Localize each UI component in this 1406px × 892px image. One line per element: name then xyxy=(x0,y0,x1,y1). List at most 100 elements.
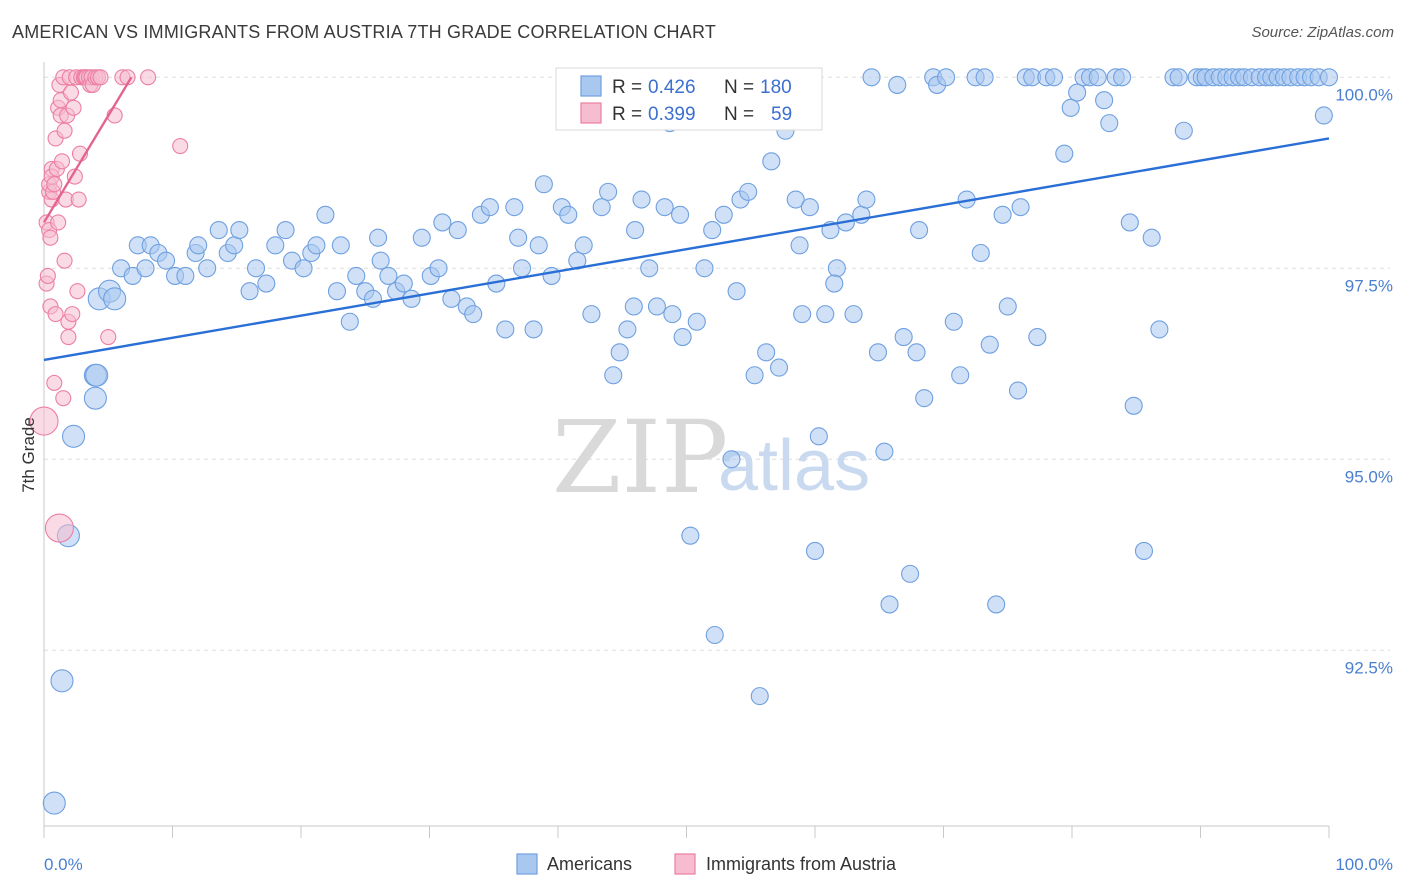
data-point-americans xyxy=(1124,396,1143,415)
data-point-austria xyxy=(46,176,63,193)
stats-r-value-americans: 0.426 xyxy=(648,77,696,98)
stats-legend: R = 0.426 N = 180 R = 0.399 N = 59 xyxy=(555,67,823,131)
data-point-americans xyxy=(1044,68,1064,87)
data-point-americans xyxy=(157,251,176,270)
data-point-americans xyxy=(316,205,335,224)
austria-points xyxy=(29,69,189,543)
axes xyxy=(43,62,1330,838)
data-point-americans xyxy=(604,366,623,385)
data-point-americans xyxy=(610,343,629,362)
y-tick-label: 97.5% xyxy=(1345,276,1393,295)
data-point-austria xyxy=(64,306,81,323)
data-point-americans xyxy=(394,274,413,293)
data-point-americans xyxy=(1061,98,1080,117)
x-tick-label: 0.0% xyxy=(44,855,83,874)
data-point-americans xyxy=(875,442,894,461)
data-point-americans xyxy=(136,259,155,278)
data-point-americans xyxy=(1055,144,1074,163)
data-point-americans xyxy=(529,236,548,255)
data-point-americans xyxy=(703,221,722,240)
y-axis-label: 7th Grade xyxy=(19,417,38,493)
data-point-americans xyxy=(294,259,313,278)
data-point-americans xyxy=(750,687,769,706)
stats-swatch-austria xyxy=(580,102,602,124)
chart-title: AMERICAN VS IMMIGRANTS FROM AUSTRIA 7TH … xyxy=(12,22,717,42)
data-point-americans xyxy=(647,297,666,316)
data-point-americans xyxy=(1134,541,1154,561)
y-tick-labels: 92.5% 95.0% 97.5% 100.0% xyxy=(1335,85,1393,677)
data-point-americans xyxy=(347,266,366,285)
data-point-austria xyxy=(65,99,82,116)
data-point-americans xyxy=(464,305,483,324)
trend-lines xyxy=(42,76,1330,362)
legend-label-americans: Americans xyxy=(547,854,632,874)
data-point-americans xyxy=(998,297,1017,316)
data-point-americans xyxy=(340,312,359,331)
data-point-americans xyxy=(862,68,881,87)
data-point-americans xyxy=(1169,68,1188,87)
data-point-americans xyxy=(442,289,461,308)
data-point-americans xyxy=(951,366,970,385)
data-point-americans xyxy=(429,259,448,278)
data-point-austria xyxy=(140,69,157,86)
data-point-americans xyxy=(1314,106,1333,125)
legend-label-austria: Immigrants from Austria xyxy=(706,854,897,874)
data-point-americans xyxy=(83,386,107,410)
data-point-americans xyxy=(559,205,578,224)
stats-swatch-americans xyxy=(580,75,602,97)
data-point-americans xyxy=(103,287,127,311)
legend-swatch-austria xyxy=(674,853,696,875)
watermark: ZIP atlas xyxy=(552,399,870,516)
data-point-americans xyxy=(888,75,907,94)
data-point-americans xyxy=(599,182,618,201)
data-point-americans xyxy=(1028,327,1047,347)
data-point-americans xyxy=(371,251,390,270)
stats-n-value-americans: 180 xyxy=(760,77,792,98)
data-point-americans xyxy=(681,526,700,545)
data-point-americans xyxy=(574,236,593,255)
data-point-americans xyxy=(673,327,692,347)
data-point-austria xyxy=(46,374,63,391)
data-point-americans xyxy=(480,198,499,217)
data-point-americans xyxy=(1068,83,1087,102)
data-point-americans xyxy=(1120,213,1139,232)
data-point-americans xyxy=(857,190,876,209)
data-point-americans xyxy=(944,312,963,331)
data-point-americans xyxy=(844,305,863,324)
data-point-americans xyxy=(85,363,109,387)
data-point-americans xyxy=(1113,68,1132,87)
data-point-americans xyxy=(915,389,934,408)
data-point-austria xyxy=(62,84,80,101)
y-tick-label: 92.5% xyxy=(1345,658,1393,677)
data-point-americans xyxy=(618,320,637,339)
data-point-austria xyxy=(56,252,73,269)
data-point-americans xyxy=(910,221,929,240)
data-point-americans xyxy=(209,221,228,240)
data-point-americans xyxy=(805,541,825,561)
data-point-americans xyxy=(722,450,741,469)
x-tick-labels: 0.0% 100.0% xyxy=(44,855,1393,874)
data-point-americans xyxy=(980,335,999,354)
data-point-americans xyxy=(971,243,990,263)
stats-r-label-americans: R = xyxy=(612,77,642,98)
stats-r-label-austria: R = xyxy=(612,104,642,125)
data-point-americans xyxy=(369,228,388,247)
data-point-americans xyxy=(868,343,888,362)
data-point-americans xyxy=(705,625,724,645)
stats-n-value-austria: 59 xyxy=(771,104,792,125)
data-point-americans xyxy=(1100,114,1119,133)
data-point-americans xyxy=(937,68,956,87)
stats-r-value-austria: 0.399 xyxy=(648,104,696,125)
data-point-austria xyxy=(42,229,59,246)
data-point-austria xyxy=(172,137,189,155)
data-point-americans xyxy=(757,343,776,362)
grid-lines xyxy=(44,76,1390,651)
data-point-americans xyxy=(901,564,920,583)
data-point-austria xyxy=(44,513,74,543)
data-point-americans xyxy=(331,236,350,255)
data-point-americans xyxy=(809,427,828,446)
source-credit: Source: ZipAtlas.com xyxy=(1251,24,1394,41)
data-point-americans xyxy=(1088,68,1107,87)
data-point-americans xyxy=(524,320,543,339)
